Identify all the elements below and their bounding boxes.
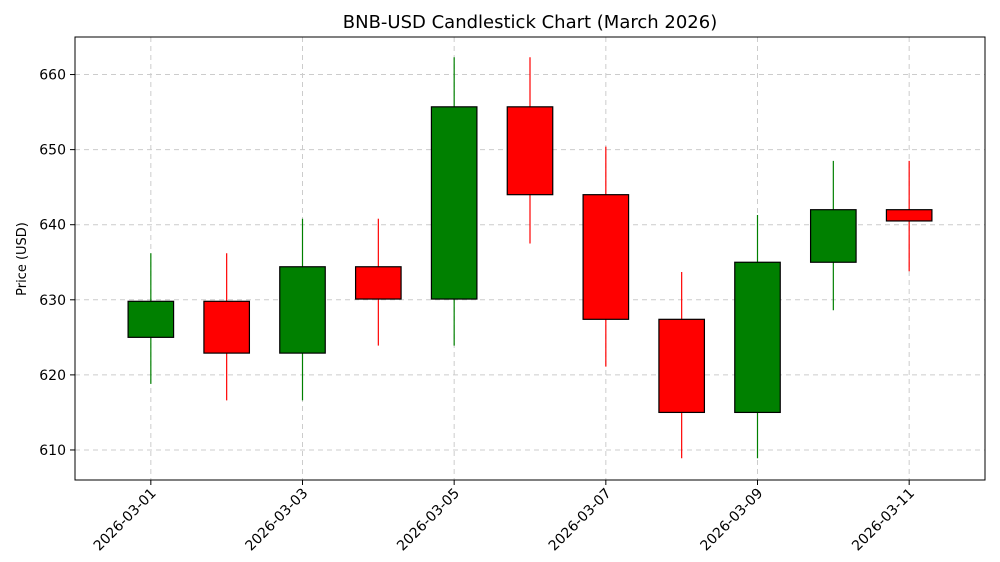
- candle-body-down: [658, 318, 706, 414]
- y-axis-label: Price (USD): [15, 222, 30, 296]
- x-tick-label: 2026-03-01: [91, 486, 160, 555]
- y-tick-label: 660: [39, 68, 66, 84]
- candle-2026-03-11: [885, 160, 933, 272]
- candle-body-down: [582, 194, 630, 320]
- candle-2026-03-04: [354, 218, 402, 346]
- x-tick-label: 2026-03-09: [697, 486, 766, 555]
- candle-2026-03-09: [734, 214, 781, 459]
- candle-body-up: [127, 300, 175, 338]
- candle-2026-03-02: [203, 253, 251, 401]
- x-tick-label: 2026-03-07: [546, 486, 615, 555]
- candle-body-up: [430, 106, 478, 300]
- x-tick-label: 2026-03-03: [242, 486, 311, 555]
- candle-body-down: [354, 266, 402, 300]
- candle-body-down: [885, 209, 933, 222]
- y-tick-label: 610: [39, 443, 66, 459]
- candle-2026-03-10: [809, 160, 857, 311]
- candle-2026-03-05: [430, 57, 478, 346]
- plot-frame: [74, 36, 986, 481]
- x-axis: 2026-03-01 2026-03-03 2026-03-05 2026-03-07…: [91, 480, 918, 554]
- candles: [127, 57, 933, 459]
- x-tick-label: 2026-03-11: [849, 486, 918, 555]
- candle-2026-03-08: [658, 272, 706, 459]
- candle-body-up: [809, 209, 857, 263]
- y-tick-label: 640: [39, 218, 66, 234]
- y-tick-label: 650: [39, 143, 66, 159]
- candle-body-down: [203, 300, 251, 354]
- y-axis: 610 620 630 640 650 660: [39, 68, 75, 459]
- candle-2026-03-06: [506, 57, 554, 244]
- candle-body-up: [734, 261, 781, 414]
- candle-2026-03-01: [127, 253, 175, 384]
- chart-title: BNB-USD Candlestick Chart (March 2026): [343, 12, 717, 33]
- y-tick-label: 620: [39, 368, 66, 384]
- candle-body-down: [506, 106, 554, 196]
- candle-2026-03-07: [582, 146, 630, 367]
- y-tick-label: 630: [39, 293, 66, 309]
- x-tick-label: 2026-03-05: [394, 486, 463, 555]
- candle-body-up: [279, 266, 326, 354]
- candle-2026-03-03: [279, 218, 326, 401]
